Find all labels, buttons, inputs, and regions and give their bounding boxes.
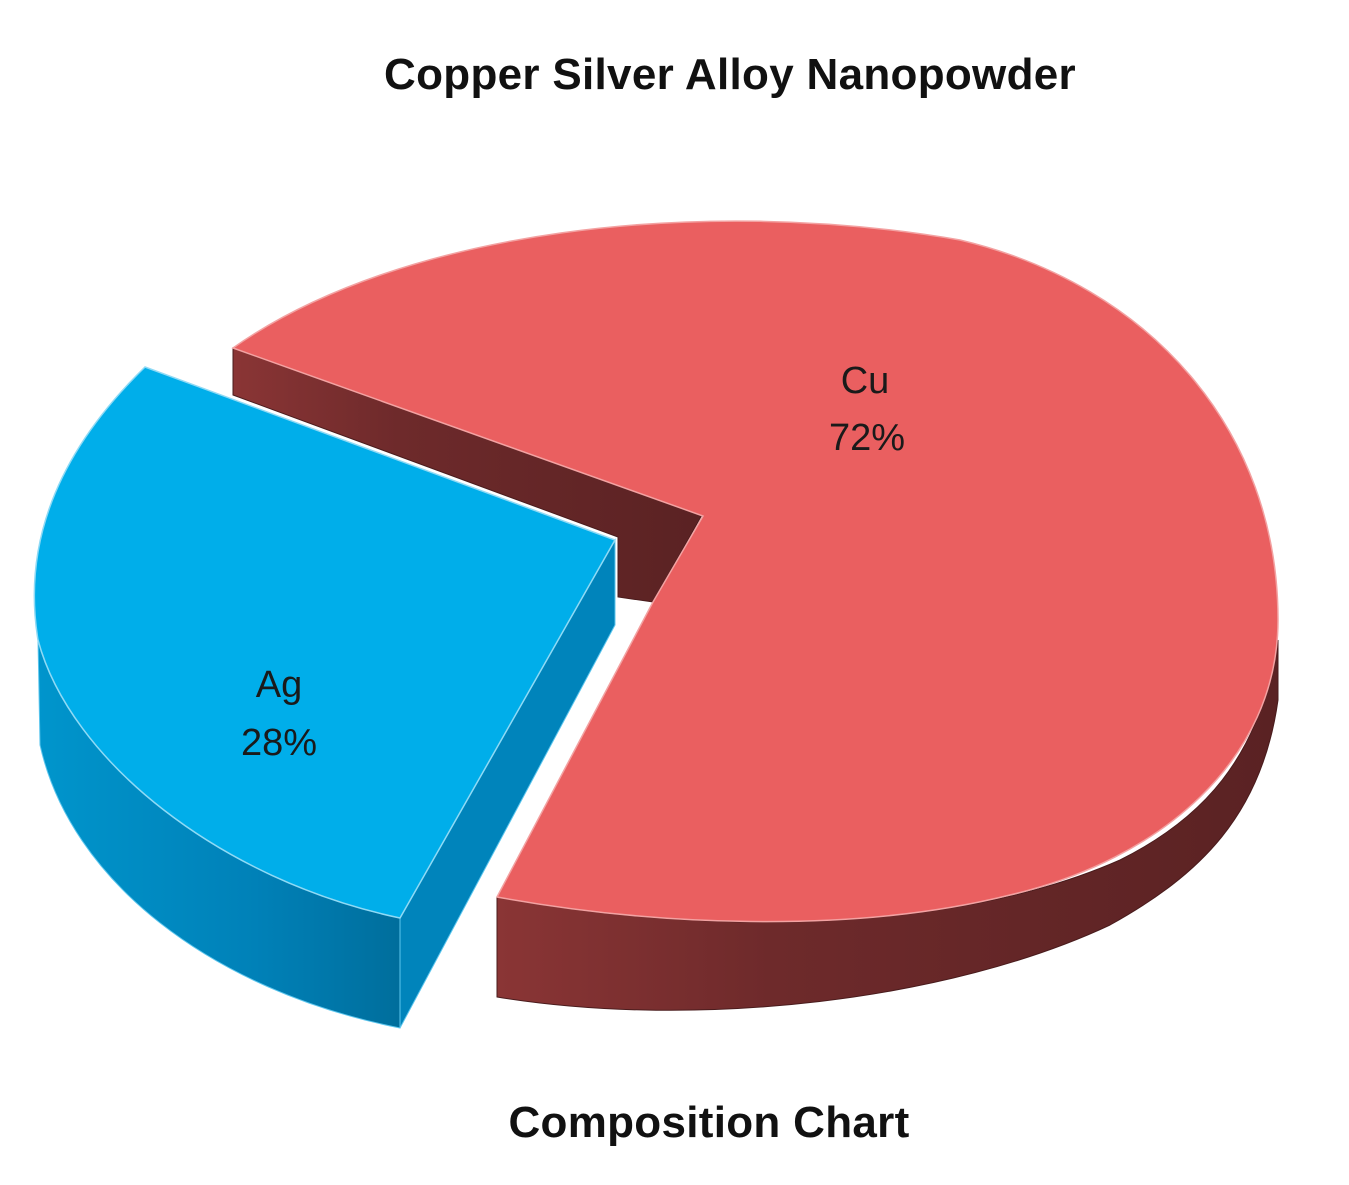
slice-label-cu-value: 72%	[829, 417, 905, 459]
slice-cu	[231, 220, 1279, 923]
slice-label-cu-name: Cu	[841, 360, 890, 402]
slice-label-ag-name: Ag	[256, 664, 302, 706]
slice-label-ag-value: 28%	[241, 722, 317, 764]
chart-subtitle: Composition Chart	[508, 1098, 910, 1147]
slice-ag	[33, 366, 617, 919]
chart-title: Copper Silver Alloy Nanopowder	[384, 50, 1076, 99]
